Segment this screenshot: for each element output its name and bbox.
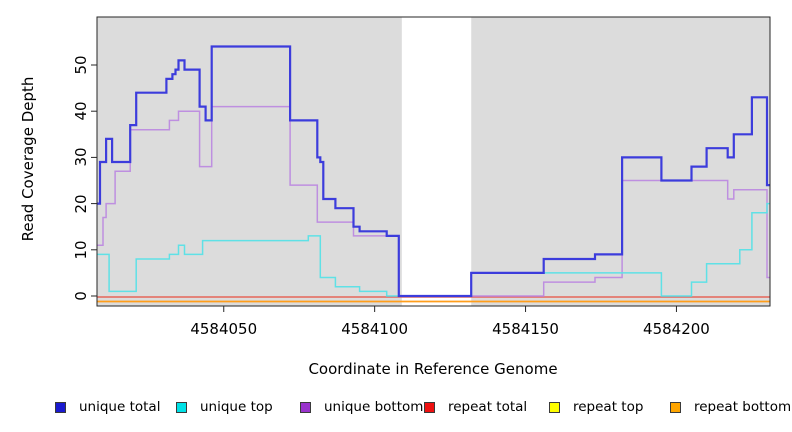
legend-item-repeat-bottom: repeat bottom — [670, 399, 791, 415]
legend-swatch-unique-total — [55, 401, 66, 413]
covered-region-left — [97, 17, 402, 306]
y-tick-label-50: 50 — [72, 55, 90, 75]
legend-item-unique-top: unique top — [176, 399, 273, 415]
legend-label: unique bottom — [324, 399, 424, 415]
legend-item-unique-bottom: unique bottom — [300, 399, 423, 415]
legend-item-unique-total: unique total — [55, 399, 160, 415]
legend-label: repeat total — [448, 399, 528, 415]
legend-label: repeat top — [573, 399, 644, 415]
legend-label: unique total — [79, 399, 161, 415]
x-tick-label-4584050: 4584050 — [190, 320, 258, 338]
legend-swatch-repeat-bottom — [670, 401, 681, 413]
legend-label: repeat bottom — [694, 399, 792, 415]
legend-swatch-repeat-top — [549, 401, 560, 413]
plot-frame — [96, 16, 771, 307]
y-axis-title: Read Coverage Depth — [19, 76, 37, 242]
covered-region-right — [471, 17, 770, 306]
legend-item-repeat-total: repeat total — [424, 399, 527, 415]
x-axis-title: Coordinate in Reference Genome — [308, 360, 558, 378]
y-tick-label-40: 40 — [72, 101, 90, 121]
y-tick-label-30: 30 — [72, 147, 90, 167]
legend-swatch-unique-top — [176, 401, 187, 413]
legend-swatch-unique-bottom — [300, 401, 311, 413]
y-tick-label-10: 10 — [72, 240, 90, 260]
legend-label: unique top — [200, 399, 273, 415]
x-tick-label-4584100: 4584100 — [341, 320, 409, 338]
y-tick-label-0: 0 — [72, 291, 90, 301]
series-line-unique-total — [97, 45, 770, 298]
legend-item-repeat-top: repeat top — [549, 399, 643, 415]
x-tick-label-4584150: 4584150 — [492, 320, 559, 338]
series-line-unique-top — [97, 202, 770, 297]
legend-swatch-repeat-total — [424, 401, 435, 413]
y-tick-label-20: 20 — [72, 194, 90, 214]
x-tick-label-4584200: 4584200 — [643, 320, 710, 338]
series-line-unique-bottom — [97, 105, 770, 297]
